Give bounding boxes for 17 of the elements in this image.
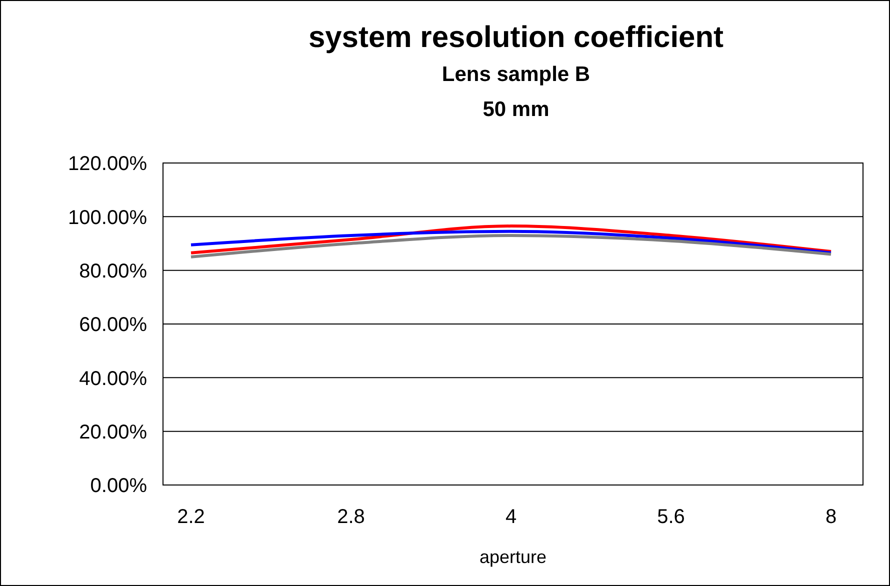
x-axis-title: aperture — [479, 547, 547, 567]
x-tick-label: 4 — [505, 506, 517, 528]
line-series — [190, 230, 832, 254]
x-tick-label: 2.8 — [337, 506, 365, 528]
y-tick-label: 40.00% — [79, 368, 148, 390]
x-tick-label: 8 — [825, 506, 837, 528]
y-tick-label: 60.00% — [79, 314, 148, 336]
y-tick-label: 80.00% — [79, 260, 148, 282]
chart-title: system resolution coefficient — [307, 21, 725, 55]
y-tick-label: 20.00% — [79, 421, 148, 444]
y-tick-label: 0.00% — [90, 475, 148, 498]
y-tick-label: 100.00% — [68, 206, 148, 229]
chart-subtitle: Lens sample B 50 mm — [440, 63, 592, 122]
y-tick-label: 120.00% — [68, 153, 148, 176]
x-tick-label: 2.2 — [177, 506, 205, 528]
x-tick-label: 5.6 — [657, 506, 685, 528]
line-series — [190, 234, 832, 258]
